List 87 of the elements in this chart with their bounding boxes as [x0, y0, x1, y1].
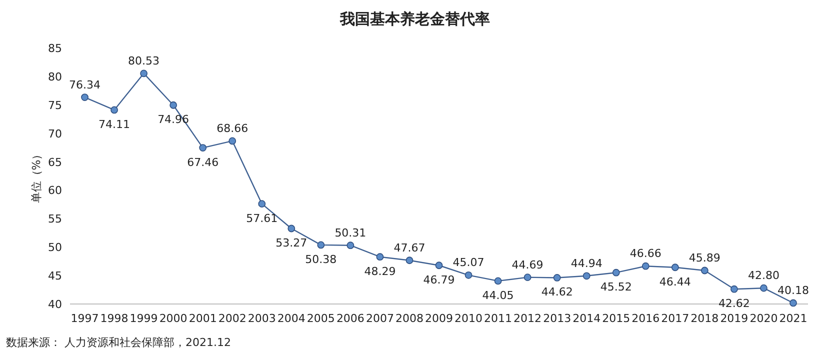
x-tick-label: 2008: [395, 312, 424, 325]
point: [553, 274, 561, 282]
data-label: 44.69: [512, 258, 544, 272]
x-tick-label: 2014: [572, 312, 601, 325]
point: [612, 268, 620, 276]
point: [81, 94, 88, 101]
x-tick-label: 2000: [159, 312, 188, 325]
data-label: 42.62: [718, 297, 750, 310]
x-tick-label: 2004: [277, 312, 306, 325]
data-label: 67.46: [187, 156, 219, 169]
data-label: 76.34: [69, 78, 101, 92]
point: [258, 200, 266, 208]
point: [671, 264, 679, 272]
x-tick-label: 2003: [248, 312, 276, 325]
point: [435, 262, 443, 270]
y-tick-label: 75: [48, 98, 62, 112]
x-tick-label: 2007: [366, 312, 394, 325]
y-tick-label: 55: [48, 212, 62, 226]
data-label: 46.79: [423, 273, 455, 286]
data-label: 57.61: [246, 212, 278, 225]
x-tick-label: 2012: [514, 312, 542, 325]
data-label: 46.44: [659, 275, 691, 288]
point: [199, 144, 207, 152]
x-tick-label: 1998: [100, 312, 128, 325]
x-tick-label: 2018: [690, 312, 719, 325]
data-label: 40.18: [777, 284, 809, 297]
x-tick-label: 2005: [306, 312, 335, 325]
y-tick-label: 60: [48, 184, 62, 198]
x-tick-label: 2010: [454, 312, 483, 325]
point: [524, 274, 532, 282]
data-label: 74.11: [98, 118, 130, 131]
x-tick-label: 2019: [720, 312, 748, 325]
x-tick-label: 2001: [188, 312, 217, 325]
x-tick-label: 2021: [779, 312, 808, 325]
y-tick-label: 40: [48, 298, 62, 311]
x-tick-label: 2016: [632, 312, 660, 325]
data-label: 80.53: [128, 54, 160, 68]
x-tick-label: 2015: [602, 312, 630, 325]
y-tick-label: 85: [48, 42, 62, 55]
y-tick-label: 45: [48, 270, 62, 283]
x-tick-label: 1999: [130, 312, 158, 325]
data-label: 45.89: [688, 251, 720, 264]
point: [140, 70, 148, 78]
x-tick-label: 2009: [425, 312, 453, 325]
data-label: 68.66: [216, 122, 248, 135]
y-tick-label: 50: [48, 241, 62, 254]
y-axis-title: 单位（%）: [30, 148, 43, 204]
chart-title: 我国基本养老金替代率: [339, 10, 490, 28]
point: [228, 137, 236, 145]
x-tick-label: 1997: [70, 312, 99, 325]
point: [288, 224, 296, 232]
data-label: 45.52: [600, 280, 632, 294]
point: [170, 101, 178, 109]
point: [317, 241, 325, 249]
data-label: 45.07: [452, 256, 484, 270]
data-label: 50.38: [305, 252, 337, 266]
x-tick-label: 2006: [336, 312, 364, 325]
data-label: 47.67: [394, 241, 426, 254]
data-label: 44.94: [570, 256, 602, 270]
data-label: 53.27: [276, 236, 308, 250]
x-tick-label: 2013: [543, 312, 572, 325]
y-tick-label: 65: [48, 156, 62, 169]
y-tick-label: 80: [48, 70, 62, 84]
data-label: 44.62: [541, 286, 573, 299]
point: [110, 106, 118, 114]
point: [346, 242, 354, 250]
data-label: 50.31: [334, 226, 366, 240]
point: [642, 262, 650, 270]
point: [494, 277, 502, 285]
point: [376, 253, 384, 261]
x-tick-label: 2017: [661, 312, 690, 325]
point: [582, 272, 590, 280]
x-tick-label: 2020: [750, 312, 778, 325]
point: [464, 271, 472, 279]
data-label: 44.05: [482, 288, 514, 302]
point: [406, 256, 414, 264]
point: [730, 285, 738, 293]
point: [700, 266, 708, 274]
point: [760, 284, 768, 292]
data-label: 48.29: [364, 264, 396, 278]
y-tick-label: 70: [48, 127, 62, 140]
x-tick-label: 2011: [484, 312, 512, 325]
data-label: 46.66: [630, 247, 662, 260]
x-tick-label: 2002: [218, 312, 246, 325]
point: [790, 299, 797, 307]
source-note: 数据来源： 人力资源和社会保障部，2021.12: [6, 336, 231, 349]
data-label: 42.80: [748, 269, 780, 282]
